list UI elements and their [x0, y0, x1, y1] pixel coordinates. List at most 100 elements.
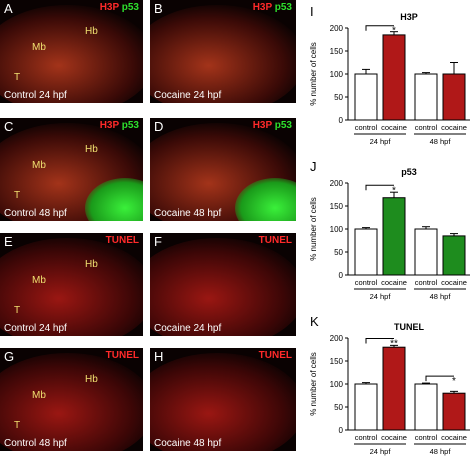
y-tick-label: 200 [330, 334, 344, 343]
bar-chart-i: I H3P % number of cells 0 50 100 150 200 control… [309, 4, 470, 146]
stain-red-label: TUNEL [105, 235, 139, 246]
panel-caption: Cocaine 48 hpf [154, 438, 222, 449]
stain-red-label: TUNEL [258, 350, 292, 361]
x-tick-label: cocaine [381, 433, 407, 442]
y-tick-label: 0 [339, 426, 344, 435]
stain-red-label: H3P [99, 120, 119, 131]
stain-green-label: p53 [274, 2, 292, 13]
bar [442, 73, 466, 121]
bar [354, 73, 378, 121]
y-axis-label: % number of cells [309, 352, 318, 416]
anatomy-label: Mb [32, 42, 46, 53]
anatomy-label: Mb [32, 275, 46, 286]
y-tick-label: 100 [330, 380, 344, 389]
micrograph-panel-e: E TUNEL Mb Hb T Control 24 hpf [0, 233, 143, 336]
x-tick-label: control [355, 123, 378, 132]
x-tick-label: cocaine [441, 433, 467, 442]
x-tick-label: control [355, 278, 378, 287]
chart-title: TUNEL [394, 322, 424, 332]
panel-letter: H [154, 349, 164, 364]
stain-red-label: H3P [252, 120, 272, 131]
y-tick-label: 200 [330, 24, 344, 33]
y-axis-label: % number of cells [309, 42, 318, 106]
micrograph-panel-c: C H3P p53 Mb Hb T Control 48 hpf [0, 118, 143, 221]
micrograph-panel-g: G TUNEL Mb Hb T Control 48 hpf [0, 348, 143, 451]
y-tick-label: 200 [330, 179, 344, 188]
bar [442, 392, 466, 431]
panel-caption: Control 24 hpf [4, 323, 67, 334]
anatomy-label: T [14, 72, 21, 83]
anatomy-label: Hb [85, 374, 98, 385]
anatomy-label: T [14, 305, 21, 316]
embryo-tissue [150, 238, 296, 336]
anatomy-label: T [14, 420, 21, 431]
stain-label: H3P p53 [100, 2, 139, 13]
micrograph-panel-h: H TUNEL Cocaine 48 hpf [150, 348, 296, 451]
embryo-tissue [150, 5, 296, 103]
significance-bracket [425, 375, 454, 382]
micrograph-panel-d: D H3P p53 Cocaine 48 hpf [150, 118, 296, 221]
panel-letter: J [310, 159, 317, 174]
significance-label: * [392, 185, 396, 196]
bar-chart-k: K TUNEL % number of cells 0 50 100 150 200 contr… [309, 314, 470, 456]
stain-label: H3P p53 [253, 2, 292, 13]
bar [414, 383, 438, 431]
bar [414, 228, 438, 276]
significance-label: * [392, 26, 396, 37]
stain-red-label: H3P [252, 2, 272, 13]
panel-letter: K [310, 314, 319, 329]
stain-label: TUNEL [259, 350, 292, 361]
stain-green-label: p53 [121, 120, 139, 131]
group-label: 24 hpf [370, 292, 392, 301]
stain-red-label: TUNEL [105, 350, 139, 361]
significance-bracket [365, 184, 394, 191]
y-tick-label: 100 [330, 70, 344, 79]
significance-label: ** [390, 338, 398, 349]
x-tick-label: control [415, 433, 438, 442]
y-tick-label: 50 [334, 403, 343, 412]
micrograph-panel-a: A H3P p53 Mb Hb T Control 24 hpf [0, 0, 143, 103]
anatomy-label: Hb [85, 259, 98, 270]
panel-letter: A [4, 1, 13, 16]
panel-letter: I [310, 4, 314, 19]
stain-label: H3P p53 [100, 120, 139, 131]
y-tick-label: 50 [334, 248, 343, 257]
embryo-tissue [0, 238, 143, 336]
panel-letter: G [4, 349, 15, 364]
y-tick-label: 50 [334, 93, 343, 102]
anatomy-label: Hb [85, 26, 98, 37]
stain-red-label: H3P [99, 2, 119, 13]
anatomy-label: Hb [85, 144, 98, 155]
stain-label: TUNEL [106, 350, 139, 361]
stain-green-label: p53 [274, 120, 292, 131]
panel-caption: Control 48 hpf [4, 438, 67, 449]
significance-label: * [452, 376, 456, 387]
anatomy-label: Mb [32, 390, 46, 401]
significance-bracket [365, 337, 394, 344]
bar [442, 235, 466, 276]
stain-green-label: p53 [121, 2, 139, 13]
group-label: 48 hpf [430, 447, 452, 456]
y-axis-label: % number of cells [309, 197, 318, 261]
panel-letter: B [154, 1, 163, 16]
anatomy-label: T [14, 190, 21, 201]
panel-letter: C [4, 119, 14, 134]
panel-caption: Control 24 hpf [4, 90, 67, 101]
panel-letter: D [154, 119, 164, 134]
x-tick-label: control [415, 123, 438, 132]
stain-label: TUNEL [259, 235, 292, 246]
y-tick-label: 150 [330, 202, 344, 211]
x-tick-label: cocaine [381, 278, 407, 287]
group-label: 24 hpf [370, 447, 392, 456]
y-tick-label: 0 [339, 271, 344, 280]
embryo-tissue [150, 353, 296, 451]
group-label: 24 hpf [370, 137, 392, 146]
y-tick-label: 150 [330, 357, 344, 366]
bar-chart-column: I H3P % number of cells 0 50 100 150 200 control… [300, 0, 474, 465]
chart-title: p53 [401, 167, 417, 177]
bar [354, 383, 378, 431]
stain-label: H3P p53 [253, 120, 292, 131]
bar [382, 346, 406, 431]
stain-red-label: TUNEL [258, 235, 292, 246]
